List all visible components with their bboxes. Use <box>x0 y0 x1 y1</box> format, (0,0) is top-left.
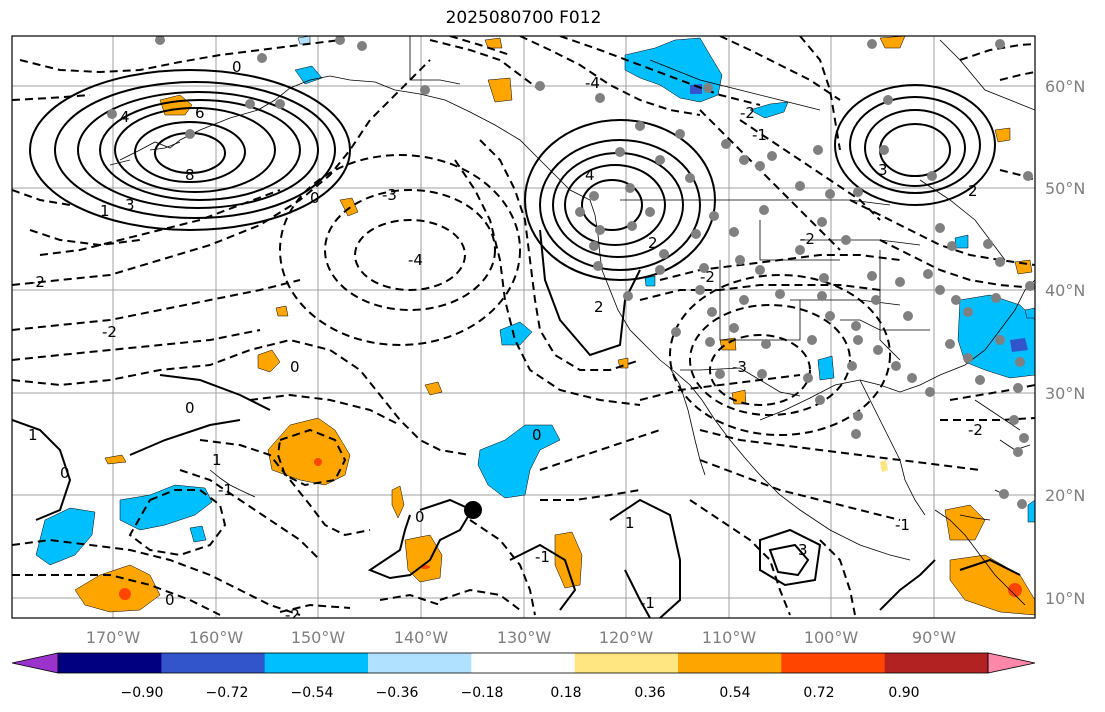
colorbar-label: −0.72 <box>206 685 249 701</box>
svg-text:0: 0 <box>415 508 425 526</box>
svg-text:-4: -4 <box>585 74 600 92</box>
lon-label: 120°W <box>599 628 654 647</box>
contour-labels: 0 4 6 8 1 3 0 -4 -3 -2 -2 0 0 1 0 -1 1 -… <box>28 58 983 624</box>
svg-text:-1: -1 <box>640 594 655 612</box>
svg-text:-4: -4 <box>408 251 423 269</box>
svg-text:2: 2 <box>968 182 978 200</box>
colorbar-labels: −0.90 −0.72 −0.54 −0.36 −0.18 0.18 0.36 … <box>121 685 920 701</box>
lat-label: 30°N <box>1045 384 1085 403</box>
lon-label: 160°W <box>189 628 244 647</box>
lat-label: 10°N <box>1045 589 1085 608</box>
svg-text:-2: -2 <box>30 273 45 291</box>
svg-text:-2: -2 <box>740 104 755 122</box>
colorbar-segment <box>884 653 989 673</box>
colorbar-segment <box>58 653 162 673</box>
lon-label: 110°W <box>702 628 757 647</box>
svg-text:3: 3 <box>798 541 808 559</box>
strong-positive-shading <box>119 458 1022 600</box>
svg-text:0: 0 <box>232 58 242 76</box>
colorbar-label: −0.54 <box>291 685 334 701</box>
svg-text:3: 3 <box>125 196 135 214</box>
lon-label: 90°W <box>912 628 956 647</box>
svg-text:-1: -1 <box>895 516 910 534</box>
svg-text:-1: -1 <box>218 481 233 499</box>
colorbar-segment <box>574 653 679 673</box>
svg-text:2: 2 <box>648 234 658 252</box>
colorbar-label: 0.90 <box>888 685 919 701</box>
svg-text:0: 0 <box>60 464 70 482</box>
longitude-labels: 170°W 160°W 150°W 140°W 130°W 120°W 110°… <box>86 628 956 647</box>
svg-text:-2: -2 <box>285 606 300 624</box>
svg-text:2: 2 <box>594 298 604 316</box>
svg-text:-1: -1 <box>535 548 550 566</box>
svg-text:1: 1 <box>625 514 635 532</box>
colorbar-segment <box>264 653 369 673</box>
svg-text:1: 1 <box>28 426 38 444</box>
positive-shading <box>74 36 1035 616</box>
svg-text:0: 0 <box>185 399 195 417</box>
map-title: 2025080700 F012 <box>445 8 602 28</box>
svg-text:-2: -2 <box>968 421 983 439</box>
svg-text:1: 1 <box>100 202 110 220</box>
latitude-labels: 60°N 50°N 40°N 30°N 20°N 10°N <box>1045 77 1085 608</box>
colorbar-label: 0.36 <box>634 685 665 701</box>
colorbar-segment <box>781 653 886 673</box>
svg-text:-3: -3 <box>732 358 747 376</box>
storm-center-marker <box>464 501 482 519</box>
lon-label: 130°W <box>497 628 552 647</box>
observation-dots <box>107 36 1035 509</box>
strong-negative-shading <box>690 84 1028 352</box>
lon-label: 170°W <box>86 628 141 647</box>
svg-text:0: 0 <box>165 591 175 609</box>
svg-text:4: 4 <box>585 166 595 184</box>
lat-label: 20°N <box>1045 486 1085 505</box>
svg-text:-2: -2 <box>800 230 815 248</box>
svg-text:1: 1 <box>212 451 222 469</box>
colorbar-label: −0.90 <box>121 685 164 701</box>
svg-text:-2: -2 <box>700 268 715 286</box>
lat-label: 40°N <box>1045 281 1085 300</box>
colorbar-segment <box>161 653 266 673</box>
svg-text:0: 0 <box>310 189 320 207</box>
solid-contours <box>12 69 1021 618</box>
svg-text:-1: -1 <box>752 126 767 144</box>
svg-text:6: 6 <box>195 104 205 122</box>
colorbar-segment <box>368 653 472 673</box>
svg-text:0: 0 <box>290 358 300 376</box>
colorbar-label: −0.18 <box>461 685 504 701</box>
lon-label: 100°W <box>804 628 859 647</box>
svg-text:0: 0 <box>532 426 542 444</box>
svg-text:-2: -2 <box>102 323 117 341</box>
colorbar-extend-low <box>11 652 59 674</box>
svg-text:-3: -3 <box>382 186 397 204</box>
colorbar-label: 0.72 <box>803 685 834 701</box>
lon-label: 150°W <box>291 628 346 647</box>
colorbar-label: 0.18 <box>550 685 581 701</box>
lat-label: 50°N <box>1045 179 1085 198</box>
colorbar-border <box>57 652 989 674</box>
colorbar-label: −0.36 <box>376 685 419 701</box>
colorbar-segment <box>471 653 576 673</box>
colorbar-extend-high <box>987 652 1036 674</box>
svg-text:3: 3 <box>878 161 888 179</box>
colorbar <box>11 652 1036 674</box>
lat-label: 60°N <box>1045 77 1085 96</box>
svg-text:8: 8 <box>185 166 195 184</box>
lon-label: 140°W <box>394 628 449 647</box>
map-frame <box>11 35 1036 619</box>
colorbar-segment <box>678 653 782 673</box>
colorbar-label: 0.54 <box>719 685 750 701</box>
dashed-contours <box>12 36 1035 616</box>
svg-text:4: 4 <box>120 108 130 126</box>
